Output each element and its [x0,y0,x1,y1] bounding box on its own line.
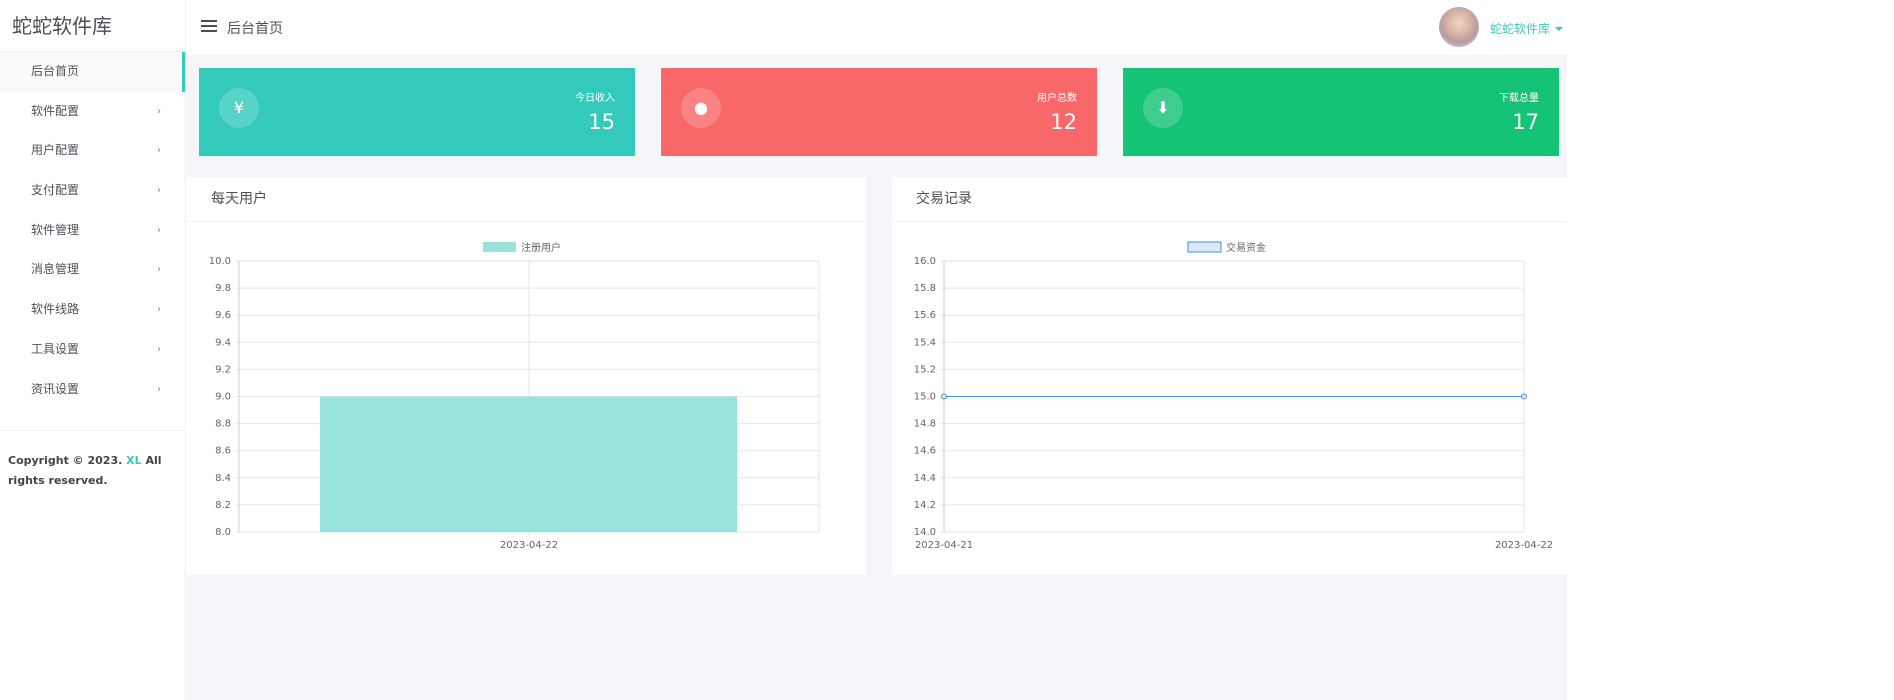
sidebar-item[interactable]: 消息管理 › [0,250,185,290]
stat-card: ● 用户总数 12 [661,68,1097,156]
chevron-right-icon: › [157,224,161,236]
chevron-right-icon: › [157,304,161,316]
sidebar-item[interactable]: 工具设置 › [0,330,185,370]
y-tick-label: 16.0 [914,256,936,267]
chevron-right-icon: › [157,343,161,355]
user-icon: ● [681,88,721,128]
stat-card: ¥ 今日收入 15 [199,68,635,156]
legend-swatch [483,242,516,252]
panel-title: 交易记录 [892,177,1567,222]
y-tick-label: 8.8 [215,419,231,430]
legend-swatch [1187,241,1222,253]
legend-label: 注册用户 [521,241,561,254]
download-icon: ⬇ [1143,88,1183,128]
sidebar-item[interactable]: 软件配置 › [0,92,185,132]
stat-label: 下载总量 [1499,93,1539,104]
panel-title: 每天用户 [187,177,866,222]
y-tick-label: 15.2 [914,364,936,375]
copyright-text: Copyright © 2023. [8,454,127,467]
bar [320,396,737,532]
sidebar-item[interactable]: 资讯设置 › [0,370,185,410]
sidebar-item[interactable]: 后台首页 [0,52,185,92]
copyright: Copyright © 2023. XL All rights reserved… [0,430,186,511]
chevron-right-icon: › [157,264,161,276]
y-tick-label: 9.8 [215,283,231,294]
chevron-right-icon: › [157,145,161,157]
y-tick-label: 8.0 [215,527,231,538]
caret-down-icon[interactable] [1555,27,1563,31]
y-tick-label: 9.6 [215,310,231,321]
chevron-right-icon: › [157,185,161,197]
transactions-panel: 交易记录 16.0 15.8 15.6 15.4 15.2 15.0 14.8 14.6 14.… [892,177,1567,575]
stat-value: 12 [1050,110,1077,134]
y-tick-label: 9.4 [215,337,231,348]
sidebar: 蛇蛇软件库 后台首页软件配置 › 用户配置 › 支付配置 › 软件管理 › 消息管理 › 软件线路 ›… [0,0,186,700]
sidebar-nav: 后台首页 软件配置 › 用户配置 › 支付配置 › 软件管理 › 消息管理 › 软件线路 › 工具设置 › 资… [0,52,185,409]
y-tick-label: 14.6 [914,446,936,457]
data-point [941,393,947,400]
y-tick-label: 10.0 [209,256,231,267]
legend-label: 交易资金 [1226,241,1266,254]
data-point [1521,393,1527,400]
copyright-link[interactable]: XL [126,454,142,467]
stat-value: 15 [588,110,615,134]
y-tick-label: 14.8 [914,419,936,430]
page-title: 后台首页 [227,21,283,37]
chevron-right-icon: › [157,383,161,395]
avatar[interactable] [1439,7,1479,47]
stat-value: 17 [1512,110,1539,134]
sidebar-item[interactable]: 软件管理 › [0,211,185,251]
y-tick-label: 8.6 [215,446,231,457]
stat-label: 今日收入 [575,93,615,104]
topbar: 后台首页 蛇蛇软件库 [187,0,1567,55]
sidebar-item[interactable]: 软件线路 › [0,290,185,330]
main-content: 后台首页 蛇蛇软件库 ¥ 今日收入 15 ● 用户总数 12 ⬇ 下载总量 17 每天用户 10… [187,0,1567,700]
y-tick-label: 15.6 [914,310,936,321]
daily-users-chart: 10.0 9.8 9.6 9.4 9.2 9.0 8.8 8.6 8.4 8.2 8.0 注册用户 20… [209,241,820,551]
hamburger-icon[interactable] [201,20,217,32]
sidebar-item-label: 软件配置 [31,103,80,118]
transactions-chart: 16.0 15.8 15.6 15.4 15.2 15.0 14.8 14.6 14.4 14.2… [914,241,1553,551]
y-tick-label: 15.8 [914,283,936,294]
y-tick-label: 14.4 [914,473,936,484]
sidebar-item[interactable]: 用户配置 › [0,131,185,171]
sidebar-item-label: 工具设置 [31,341,80,356]
x-tick-label: 2023-04-22 [500,540,558,551]
user-menu[interactable]: 蛇蛇软件库 [1490,22,1551,36]
y-tick-label: 8.2 [215,500,231,511]
stat-label: 用户总数 [1037,93,1077,104]
y-tick-label: 8.4 [215,473,231,484]
y-tick-label: 9.2 [215,364,231,375]
chevron-right-icon: › [157,105,161,117]
sidebar-item-label: 后台首页 [31,64,80,78]
sidebar-item-label: 消息管理 [31,262,80,277]
y-tick-label: 14.0 [914,527,936,538]
sidebar-item[interactable]: 支付配置 › [0,171,185,211]
y-tick-label: 15.4 [914,337,936,348]
x-tick-label: 2023-04-22 [1495,540,1553,551]
yen-icon: ¥ [219,88,259,128]
y-tick-label: 14.2 [914,500,936,511]
daily-users-panel: 每天用户 10.0 9.8 9.6 9.4 9.2 9.0 8.8 8.6 8.4 8.2 8.0 注… [187,177,866,575]
copyright-text-end: All rights reserved. [8,454,162,487]
brand-logo: 蛇蛇软件库 [0,0,185,52]
stat-card: ⬇ 下载总量 17 [1123,68,1559,156]
sidebar-item-label: 用户配置 [31,143,80,158]
x-tick-label: 2023-04-21 [915,540,973,551]
sidebar-item-label: 资讯设置 [31,381,80,396]
sidebar-item-label: 软件线路 [31,302,80,317]
y-tick-label: 15.0 [914,392,936,403]
y-tick-label: 9.0 [215,392,231,403]
sidebar-item-label: 软件管理 [31,222,80,237]
sidebar-item-label: 支付配置 [31,183,80,198]
